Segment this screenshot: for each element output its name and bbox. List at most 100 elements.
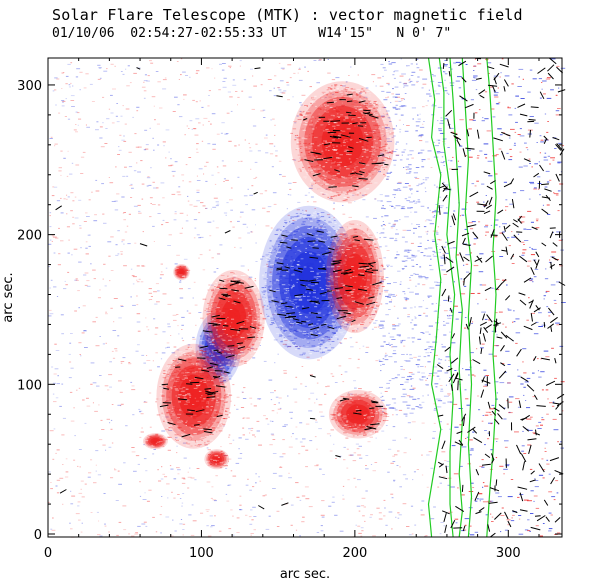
blob-grain (284, 285, 286, 287)
noise-pixel (395, 143, 397, 145)
noise-pixel (350, 66, 352, 68)
noise-pixel (49, 212, 52, 214)
blob-grain (312, 212, 316, 214)
noise-pixel (102, 122, 104, 124)
noise-pixel (515, 95, 519, 97)
noise-pixel (375, 149, 378, 150)
noise-pixel (464, 317, 467, 318)
blob-grain (279, 247, 281, 249)
noise-pixel (423, 121, 425, 122)
noise-pixel (273, 321, 277, 323)
blob-grain (199, 424, 203, 426)
noise-pixel (212, 499, 217, 501)
noise-pixel (418, 236, 422, 238)
blob-grain (292, 322, 294, 324)
noise-pixel (111, 122, 115, 124)
blob-grain (305, 291, 307, 293)
blob-grain (339, 227, 342, 229)
noise-pixel (299, 213, 302, 215)
noise-pixel (68, 239, 70, 241)
noise-pixel (394, 190, 399, 191)
noise-pixel (228, 65, 232, 67)
noise-pixel (436, 186, 438, 188)
noise-pixel (182, 442, 187, 444)
blob-grain (335, 263, 339, 265)
noise-pixel (265, 418, 268, 420)
blob-grain (190, 437, 192, 439)
noise-pixel (544, 113, 547, 115)
blob-grain (320, 272, 325, 273)
blob-grain (164, 401, 167, 403)
noise-pixel (399, 283, 402, 285)
noise-pixel (418, 306, 423, 308)
noise-pixel (218, 284, 221, 286)
noise-pixel (383, 268, 386, 270)
noise-pixel (421, 160, 424, 162)
blob-grain (336, 267, 338, 269)
noise-pixel (382, 224, 385, 226)
noise-pixel (508, 137, 511, 139)
noise-pixel (393, 189, 398, 191)
noise-pixel (248, 96, 252, 98)
blob-grain (318, 228, 320, 229)
noise-pixel (437, 370, 442, 372)
noise-pixel (446, 460, 451, 462)
noise-pixel (414, 317, 417, 319)
noise-pixel (304, 486, 309, 488)
blob-grain (323, 341, 325, 343)
blob-grain (279, 328, 282, 330)
noise-pixel (394, 325, 400, 327)
blob-grain (325, 275, 330, 277)
noise-pixel (183, 358, 185, 360)
noise-pixel (221, 69, 225, 71)
noise-pixel (61, 72, 64, 74)
noise-pixel (437, 82, 442, 83)
noise-pixel (281, 92, 286, 94)
blob-grain (323, 288, 328, 290)
noise-pixel (365, 455, 369, 456)
noise-pixel (282, 175, 286, 177)
noise-pixel (173, 478, 177, 480)
blob-grain (216, 412, 218, 413)
blob-grain (206, 405, 209, 407)
noise-pixel (63, 157, 66, 159)
noise-pixel (542, 477, 545, 479)
noise-pixel (522, 348, 527, 350)
blob-grain (218, 341, 221, 343)
noise-pixel (334, 85, 337, 87)
noise-pixel (66, 213, 68, 215)
blob-grain (319, 274, 323, 276)
noise-pixel (402, 83, 408, 85)
noise-pixel (392, 159, 397, 161)
noise-pixel (364, 520, 366, 522)
noise-pixel (312, 154, 316, 156)
blob-grain (320, 212, 325, 213)
noise-pixel (393, 77, 396, 79)
noise-pixel (429, 209, 431, 211)
blob-grain (319, 236, 322, 238)
noise-pixel (398, 323, 401, 325)
blob-grain (206, 366, 210, 368)
noise-pixel (162, 141, 166, 143)
noise-pixel (539, 535, 543, 537)
noise-pixel (428, 325, 433, 327)
noise-pixel (70, 82, 72, 84)
noise-pixel (372, 470, 376, 472)
blob-grain (198, 380, 200, 382)
noise-pixel (157, 204, 161, 206)
noise-pixel (438, 85, 441, 87)
noise-pixel (236, 532, 240, 533)
noise-pixel (113, 298, 118, 299)
blob-grain (210, 372, 213, 373)
noise-pixel (526, 418, 532, 420)
noise-pixel (523, 386, 526, 388)
blob-grain (269, 324, 273, 326)
blob-grain (179, 408, 181, 410)
noise-pixel (196, 175, 198, 177)
blob-grain (195, 426, 200, 427)
noise-pixel (469, 454, 472, 456)
noise-pixel (205, 208, 207, 209)
noise-pixel (212, 206, 217, 208)
noise-pixel (395, 154, 400, 156)
blob-grain (275, 305, 277, 307)
